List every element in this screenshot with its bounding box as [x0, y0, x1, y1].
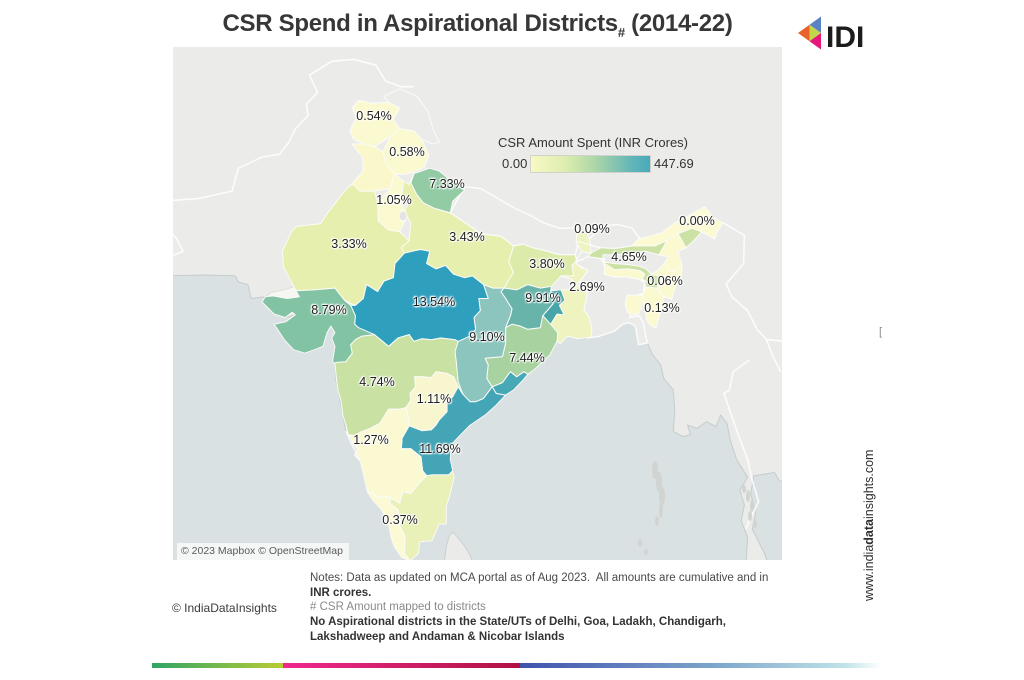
svg-text:IDI: IDI — [826, 21, 864, 54]
